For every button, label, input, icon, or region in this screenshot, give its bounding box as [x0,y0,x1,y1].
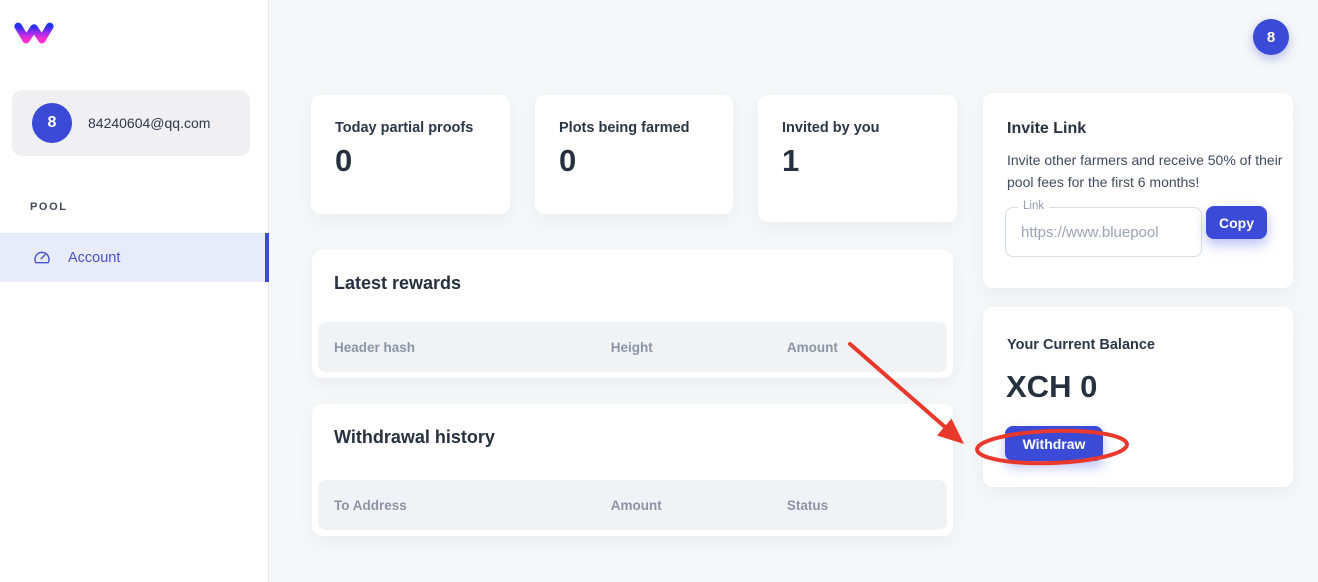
latest-rewards-header-row: Header hash Height Amount [318,322,947,372]
withdrawal-history-card: Withdrawal history To Address Amount Sta… [312,404,953,536]
user-card[interactable]: 8 84240604@qq.com [12,90,250,156]
column-amount: Amount [610,497,662,513]
invite-link-input-label: Link [1018,200,1050,212]
stat-label: Plots being farmed [559,120,690,136]
stat-value: 1 [782,143,800,178]
latest-rewards-card: Latest rewards Header hash Height Amount [312,250,953,378]
brand-logo[interactable] [14,20,54,46]
user-avatar: 8 [32,103,72,143]
balance-title: Your Current Balance [1007,337,1155,353]
column-status: Status [786,497,829,513]
balance-amount: XCH 0 [1006,369,1098,404]
stat-label: Today partial proofs [335,120,474,136]
stat-card-invited: Invited by you 1 [758,95,957,222]
stat-label: Invited by you [782,120,880,136]
gauge-icon [32,248,52,268]
sidebar-item-label: Account [68,249,121,266]
copy-button[interactable]: Copy [1206,206,1267,239]
sidebar-item-account[interactable]: Account [0,233,269,282]
user-badge[interactable]: 8 [1253,19,1289,55]
sidebar: 8 84240604@qq.com POOL Account [0,0,269,582]
invite-link-input-value: https://www.bluepool [1021,223,1159,241]
w-logo-icon [14,22,54,44]
column-header-hash: Header hash [334,339,416,355]
sidebar-section-label: POOL [30,201,68,213]
column-to-address: To Address [334,497,407,513]
latest-rewards-title: Latest rewards [334,273,462,293]
stat-card-plots-farmed: Plots being farmed 0 [535,95,733,214]
stat-value: 0 [559,143,577,178]
withdrawal-history-header-row: To Address Amount Status [318,480,947,530]
column-amount: Amount [786,339,838,355]
user-email: 84240604@qq.com [88,115,211,131]
column-height: Height [610,339,653,355]
invite-link-input[interactable]: Link https://www.bluepool [1005,200,1202,257]
withdraw-button[interactable]: Withdraw [1005,426,1103,461]
invite-link-title: Invite Link [1007,120,1087,137]
stat-value: 0 [335,143,353,178]
stat-card-partial-proofs: Today partial proofs 0 [311,95,510,214]
invite-link-description: Invite other farmers and receive 50% of … [1007,152,1283,190]
invite-link-card: Invite Link Invite other farmers and rec… [983,93,1293,288]
balance-card: Your Current Balance XCH 0 Withdraw [983,307,1293,487]
withdrawal-history-title: Withdrawal history [334,427,495,447]
